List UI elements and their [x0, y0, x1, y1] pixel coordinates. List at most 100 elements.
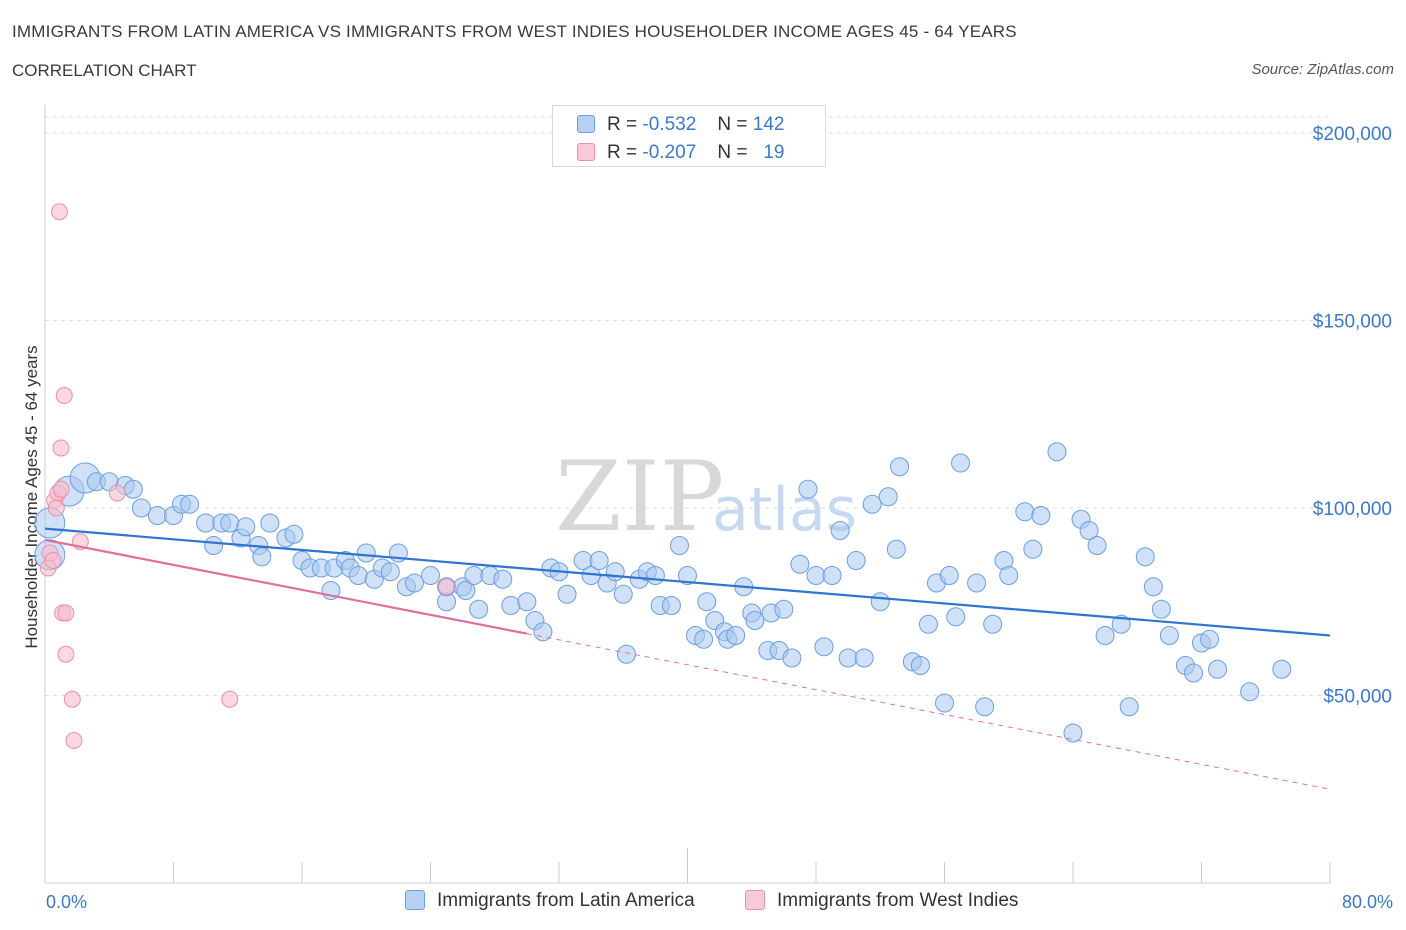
data-point-latin-america [782, 648, 802, 668]
chart-subtitle: CORRELATION CHART [12, 61, 197, 80]
data-point-latin-america [661, 596, 681, 615]
data-point-latin-america [147, 506, 167, 525]
legend-n-label: N = [717, 142, 748, 163]
legend-r-label: R = [607, 142, 638, 163]
data-point-latin-america [1183, 663, 1203, 683]
data-point-latin-america [1023, 539, 1043, 559]
data-point-latin-america [967, 573, 987, 593]
data-point-west-indies [52, 480, 70, 498]
legend-r-value: -0.532 [642, 114, 697, 135]
data-point-west-indies [63, 690, 81, 708]
data-point-latin-america [1200, 629, 1220, 649]
data-point-latin-america [814, 637, 834, 657]
y-tick-label: $150,000 [1313, 312, 1392, 333]
legend-row-latin-america: R = -0.532 N = 142 [577, 114, 784, 136]
data-point-latin-america [589, 551, 609, 570]
data-point-west-indies [47, 499, 65, 517]
legend-swatch-blue [577, 115, 595, 133]
data-point-latin-america [1015, 502, 1035, 522]
data-point-latin-america [918, 614, 938, 634]
data-point-latin-america [196, 513, 216, 533]
legend-r-value: -0.207 [642, 142, 697, 163]
data-point-latin-america [838, 648, 858, 668]
legend-swatch-pink [577, 143, 595, 161]
x-tick-labels: 0.0% 80.0% [46, 892, 1393, 912]
data-point-latin-america [878, 487, 898, 507]
data-point-latin-america [380, 562, 400, 582]
data-point-latin-america [493, 569, 513, 589]
data-point-latin-america [1208, 659, 1228, 679]
data-point-latin-america [798, 479, 818, 499]
data-point-latin-america [951, 453, 971, 473]
legend-r-label: R = [607, 114, 638, 135]
data-point-west-indies [57, 645, 75, 663]
data-point-latin-america [421, 566, 440, 585]
data-point-latin-america [180, 494, 200, 514]
trendline-west-indies-extension [526, 633, 1331, 790]
legend-n-value: 19 [763, 142, 785, 163]
data-point-latin-america [745, 611, 765, 630]
data-point-latin-america [886, 539, 906, 559]
data-point-latin-america [1119, 697, 1139, 717]
data-point-west-indies [55, 387, 73, 404]
data-point-west-indies [438, 578, 456, 596]
bottom-legend-swatch-blue [405, 890, 425, 910]
data-point-latin-america [822, 566, 842, 585]
data-point-latin-america [613, 584, 633, 604]
data-point-latin-america [846, 551, 866, 570]
data-point-latin-america [469, 599, 489, 619]
data-point-latin-america [204, 536, 224, 555]
data-point-latin-america [131, 498, 151, 518]
x-tick-label: 0.0% [46, 892, 87, 912]
data-point-latin-america [252, 547, 272, 567]
data-point-west-indies [65, 732, 83, 749]
data-point-west-indies [44, 552, 62, 569]
chart-title: IMMIGRANTS FROM LATIN AMERICA VS IMMIGRA… [12, 22, 1017, 41]
trend-lines [44, 527, 1331, 790]
data-point-west-indies [50, 203, 68, 221]
trendline-west-indies [44, 538, 528, 635]
data-point-latin-america [123, 479, 143, 499]
axes [44, 105, 1331, 884]
data-point-latin-america [1063, 723, 1083, 743]
data-point-west-indies [221, 690, 239, 708]
bottom-legend-west-indies: Immigrants from West Indies [745, 890, 1018, 912]
data-point-latin-america [790, 554, 810, 574]
data-point-latin-america [1240, 682, 1260, 702]
data-point-latin-america [1087, 536, 1107, 555]
data-point-latin-america [501, 596, 521, 615]
y-tick-label: $50,000 [1323, 687, 1392, 708]
legend-n-value: 142 [752, 114, 785, 135]
data-point-latin-america [890, 457, 910, 477]
data-point-latin-america [284, 524, 304, 544]
series-west-indies-points [39, 203, 456, 749]
data-point-west-indies [52, 439, 70, 457]
legend-row-west-indies: R = -0.207 N = 19 [577, 142, 784, 164]
data-point-latin-america [1031, 506, 1051, 525]
data-point-latin-america [220, 513, 240, 533]
data-point-latin-america [870, 592, 890, 612]
data-point-latin-america [356, 543, 376, 563]
y-tick-labels: $50,000 $100,000 $150,000 $200,000 [1313, 124, 1392, 708]
data-point-latin-america [236, 517, 256, 537]
data-point-latin-america [1272, 659, 1292, 679]
data-point-latin-america [999, 566, 1019, 585]
data-point-latin-america [464, 566, 484, 585]
data-point-latin-america [605, 562, 625, 582]
data-point-latin-america [1135, 547, 1155, 567]
stats-legend: R = -0.532 N = 142 R = -0.207 N = 19 [552, 105, 826, 167]
data-point-latin-america [806, 566, 826, 585]
bottom-legend-swatch-pink [745, 890, 765, 910]
source-label: Source: ZipAtlas.com [1251, 61, 1394, 78]
watermark-zip: ZIP [555, 441, 724, 553]
y-axis-label: Householder Income Ages 45 - 64 years [22, 345, 41, 648]
data-point-latin-america [669, 536, 689, 555]
data-point-latin-america [910, 656, 930, 675]
data-point-latin-america [774, 599, 794, 619]
bottom-legend-label: Immigrants from West Indies [777, 890, 1019, 911]
data-point-latin-america [1095, 626, 1115, 645]
data-point-latin-america [1143, 577, 1163, 597]
x-tick-label: 80.0% [1342, 892, 1393, 912]
data-point-latin-america [1079, 521, 1099, 540]
data-point-west-indies [108, 484, 126, 502]
